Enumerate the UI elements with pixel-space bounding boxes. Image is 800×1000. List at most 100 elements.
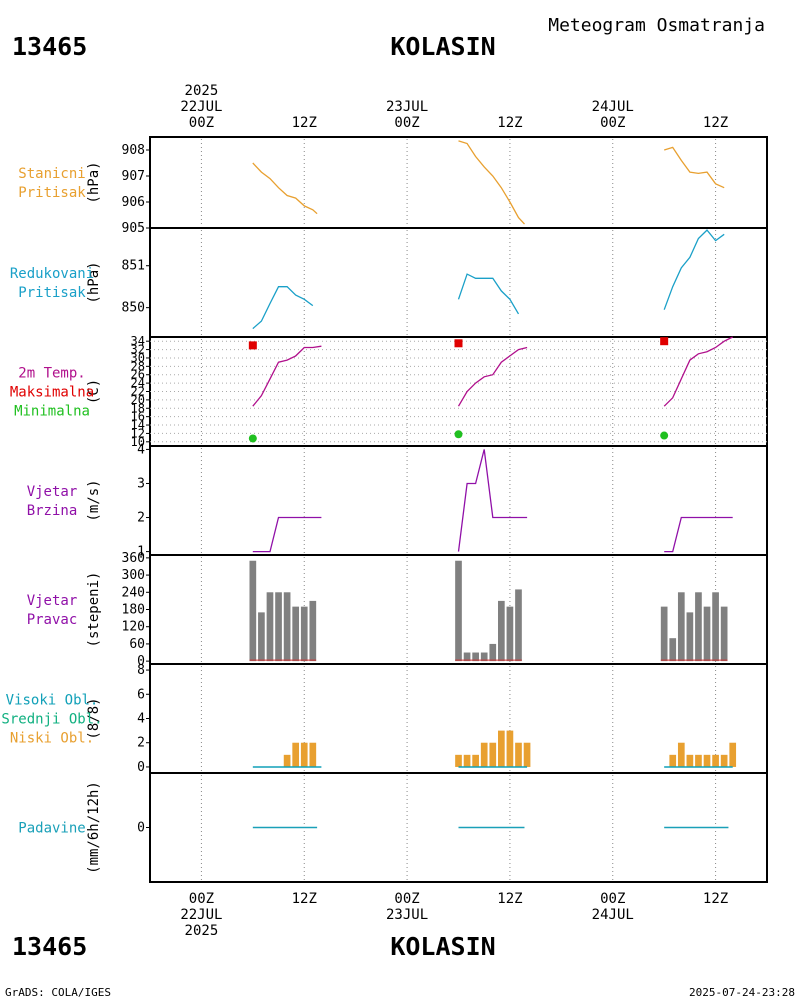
bar-wind-direction [463, 652, 471, 662]
bar-wind-direction [292, 606, 300, 662]
y-tick-label: 22 [131, 385, 145, 399]
y-tick-label: 906 [122, 195, 145, 210]
bar-clouds [669, 754, 677, 767]
tmin-marker [248, 434, 257, 443]
panel-clouds: 0 2 4 6 8 (8/8)Visoki Obl. Srednji Obl. Niski O… [1, 663, 768, 775]
panel-label-line: Stanicni [18, 166, 85, 182]
y-tick-label: 360 [122, 551, 145, 566]
panel-label-line: Niski Obl. [10, 731, 94, 747]
panel-label-line: Visoki Obl. [6, 693, 99, 709]
panel-label-line: Pritisak [18, 185, 86, 201]
panel-wind-direction: 0 60 120 180 240 300 360 (stepeni) Vjetar Pravac [27, 551, 768, 669]
y-tick-label: 1 [137, 545, 145, 560]
bar-wind-direction [309, 600, 317, 662]
panel-unit-label: (hPa) [86, 161, 102, 203]
bottom-time-label: 23JUL [386, 907, 428, 923]
bar-clouds [498, 730, 505, 767]
bottom-time-label: 12Z [497, 891, 522, 907]
bar-clouds [309, 742, 317, 767]
y-tick-label: 851 [122, 259, 145, 274]
y-tick-label: 12 [131, 426, 145, 440]
station-name-bottom: KOLASIN [390, 932, 495, 961]
y-tick-label: 0 [137, 654, 145, 669]
y-tick-label: 24 [131, 376, 145, 390]
panels: 905906907908(hPa)StanicniPritisak850851(… [1, 136, 768, 883]
series-line-temperature [663, 336, 733, 407]
top-time-label: 12Z [497, 115, 522, 131]
bar-wind-direction [498, 600, 505, 662]
series-line-station-pressure [458, 140, 525, 225]
series-line-reduced-pressure [457, 273, 520, 315]
panel-label-line: Vjetar [27, 593, 78, 609]
bar-clouds [515, 742, 522, 767]
bar-wind-direction [489, 643, 497, 662]
top-time-label: 12Z [292, 115, 317, 131]
series-line-wind-speed [664, 516, 733, 553]
bar-clouds [489, 742, 497, 767]
bar-wind-direction [669, 638, 677, 662]
bar-clouds [729, 742, 737, 767]
station-id-bottom: 13465 [12, 932, 87, 961]
y-tick-label: 0 [137, 821, 145, 836]
bar-wind-direction [703, 606, 711, 662]
panel-label-line: Vjetar [27, 484, 78, 500]
bar-clouds [300, 742, 308, 767]
bar-wind-direction [686, 612, 694, 662]
panel-label-line: Pravac [27, 612, 78, 628]
top-time-label: 00Z [600, 115, 625, 131]
panel-wind-speed: 1 2 3 4 (m/s) Vjetar Brzina [27, 442, 768, 560]
product-title: Meteogram Osmatranja [548, 15, 765, 36]
bar-wind-direction [275, 592, 282, 662]
bar-clouds [703, 754, 711, 767]
y-tick-label: 10 [131, 435, 145, 449]
y-tick-label: 850 [122, 301, 145, 316]
bar-wind-direction [515, 589, 522, 662]
footer-credit: GrADS: COLA/IGES [5, 986, 111, 999]
y-tick-label: 4 [137, 712, 145, 727]
bar-wind-direction [258, 612, 265, 662]
panel-unit-label: (C) [86, 379, 102, 404]
bar-wind-direction [695, 592, 702, 662]
y-tick-label: 300 [122, 568, 145, 583]
bottom-time-label: 12Z [703, 891, 728, 907]
panel-precipitation: 0 (mm/6h/12h)Padavine [18, 772, 768, 883]
bar-wind-direction [300, 606, 308, 662]
series-line-wind-speed [252, 516, 322, 553]
bar-clouds [720, 754, 728, 767]
panel-reduced-pressure: 850 851 (hPa)Redukovani Pritisak [10, 227, 768, 338]
bar-clouds [695, 754, 702, 767]
station-id-top: 13465 [12, 32, 87, 61]
panel-unit-label: (hPa) [86, 261, 102, 303]
y-tick-label: 2 [137, 511, 145, 526]
bottom-time-label: 00Z [189, 891, 214, 907]
y-tick-label: 120 [122, 620, 145, 635]
bar-clouds [686, 754, 694, 767]
panel-frame [149, 445, 768, 556]
y-tick-label: 28 [131, 359, 145, 373]
y-tick-label: 32 [131, 343, 145, 357]
top-time-label: 2025 [185, 83, 219, 99]
top-time-label: 22JUL [180, 99, 222, 115]
panel-label-line: 2m Temp. [18, 366, 85, 382]
y-tick-label: 6 [137, 687, 145, 702]
panel-label-line: Pritisak [18, 285, 86, 301]
bottom-time-label: 24JUL [592, 907, 634, 923]
bar-wind-direction [249, 560, 257, 662]
tmax-marker [454, 339, 463, 348]
panel-unit-label: (stepeni) [86, 572, 102, 648]
bar-clouds [480, 742, 488, 767]
y-tick-label: 18 [131, 401, 145, 415]
y-tick-label: 240 [122, 585, 145, 600]
top-time-label: 12Z [703, 115, 728, 131]
bottom-time-label: 00Z [600, 891, 625, 907]
tmin-marker [454, 430, 463, 439]
series-line-wind-speed [457, 449, 528, 552]
top-time-label: 24JUL [592, 99, 634, 115]
bar-wind-direction [480, 652, 488, 662]
panel-label-line: Minimalna [14, 404, 90, 420]
bar-clouds [283, 754, 291, 767]
panel-label-line: Brzina [27, 503, 78, 519]
